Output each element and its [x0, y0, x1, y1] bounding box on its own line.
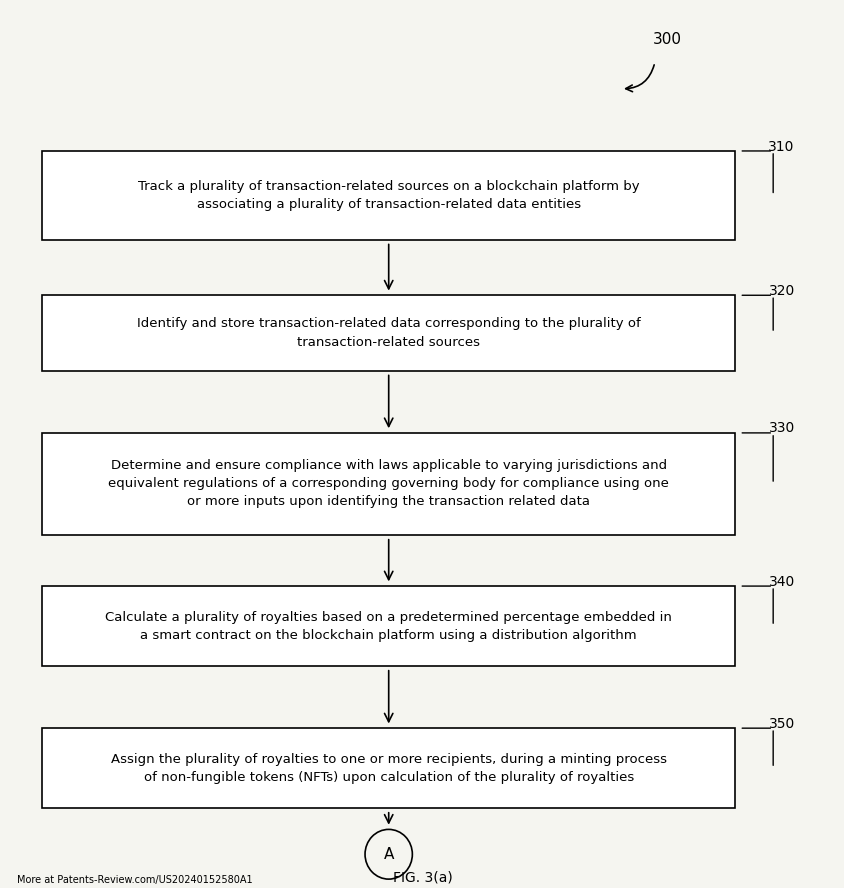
Text: 350: 350 [767, 717, 794, 731]
FancyBboxPatch shape [42, 586, 734, 666]
Text: Calculate a plurality of royalties based on a predetermined percentage embedded : Calculate a plurality of royalties based… [106, 611, 671, 641]
Text: 320: 320 [767, 284, 794, 297]
Text: A: A [383, 847, 393, 861]
Text: 340: 340 [767, 575, 794, 589]
FancyBboxPatch shape [42, 432, 734, 535]
Text: 330: 330 [767, 422, 794, 435]
Text: 310: 310 [767, 139, 794, 154]
Text: Assign the plurality of royalties to one or more recipients, during a minting pr: Assign the plurality of royalties to one… [111, 753, 666, 783]
FancyBboxPatch shape [42, 296, 734, 371]
Text: Identify and store transaction-related data corresponding to the plurality of
tr: Identify and store transaction-related d… [137, 318, 640, 348]
Text: 300: 300 [652, 33, 681, 47]
FancyBboxPatch shape [42, 151, 734, 240]
FancyArrowPatch shape [625, 65, 653, 91]
FancyBboxPatch shape [42, 728, 734, 808]
Text: Track a plurality of transaction-related sources on a blockchain platform by
ass: Track a plurality of transaction-related… [138, 180, 639, 210]
Text: Determine and ensure compliance with laws applicable to varying jurisdictions an: Determine and ensure compliance with law… [108, 459, 668, 509]
Text: FIG. 3(a): FIG. 3(a) [392, 870, 452, 884]
Text: More at Patents-Review.com/US20240152580A1: More at Patents-Review.com/US20240152580… [17, 876, 252, 885]
